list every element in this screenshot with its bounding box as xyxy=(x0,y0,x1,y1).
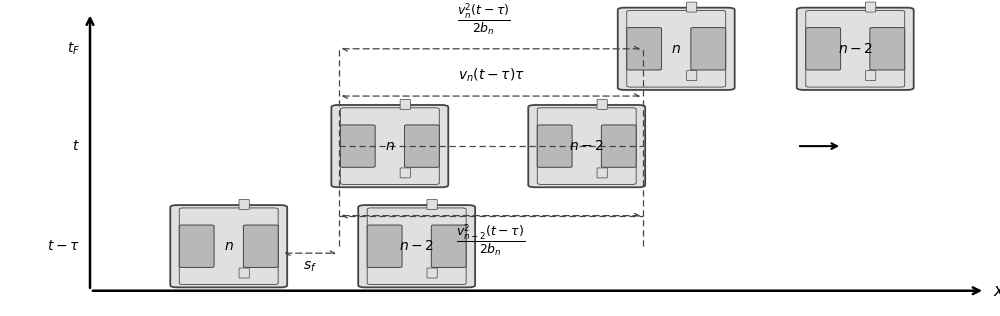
FancyBboxPatch shape xyxy=(806,27,841,70)
Text: $n-2$: $n-2$ xyxy=(838,42,873,56)
FancyBboxPatch shape xyxy=(340,125,375,167)
FancyBboxPatch shape xyxy=(687,70,697,81)
Text: $n$: $n$ xyxy=(671,42,681,56)
Text: $t-\tau$: $t-\tau$ xyxy=(47,239,80,253)
Text: $\dfrac{v_n^2(t-\tau)}{2b_n}$: $\dfrac{v_n^2(t-\tau)}{2b_n}$ xyxy=(457,2,511,38)
Text: $x$: $x$ xyxy=(993,282,1000,300)
FancyBboxPatch shape xyxy=(687,2,697,12)
Text: $s_f$: $s_f$ xyxy=(303,260,317,274)
FancyBboxPatch shape xyxy=(404,125,439,167)
FancyBboxPatch shape xyxy=(601,125,636,167)
FancyBboxPatch shape xyxy=(866,70,876,81)
FancyBboxPatch shape xyxy=(691,27,726,70)
FancyBboxPatch shape xyxy=(618,8,735,90)
Text: $t$: $t$ xyxy=(72,139,80,153)
FancyBboxPatch shape xyxy=(870,27,905,70)
Text: $n$: $n$ xyxy=(224,239,234,253)
FancyBboxPatch shape xyxy=(367,225,402,267)
Text: $\dfrac{v_{n-2}^2(t-\tau)}{2b_n}$: $\dfrac{v_{n-2}^2(t-\tau)}{2b_n}$ xyxy=(456,222,526,259)
FancyBboxPatch shape xyxy=(537,125,572,167)
FancyBboxPatch shape xyxy=(627,27,662,70)
FancyBboxPatch shape xyxy=(239,268,249,278)
Text: $n-2$: $n-2$ xyxy=(569,139,604,153)
Text: $n-2$: $n-2$ xyxy=(399,239,434,253)
FancyBboxPatch shape xyxy=(427,268,437,278)
Text: $t_F$: $t_F$ xyxy=(67,40,80,57)
FancyBboxPatch shape xyxy=(400,100,410,109)
Text: $v_n(t-\tau)\tau$: $v_n(t-\tau)\tau$ xyxy=(458,66,524,84)
FancyBboxPatch shape xyxy=(400,168,410,178)
FancyBboxPatch shape xyxy=(239,199,249,210)
FancyBboxPatch shape xyxy=(597,168,607,178)
FancyBboxPatch shape xyxy=(866,2,876,12)
FancyBboxPatch shape xyxy=(528,105,645,187)
FancyBboxPatch shape xyxy=(427,199,437,210)
FancyBboxPatch shape xyxy=(358,205,475,287)
FancyBboxPatch shape xyxy=(170,205,287,287)
FancyBboxPatch shape xyxy=(597,100,607,109)
Text: $n$: $n$ xyxy=(385,139,395,153)
FancyBboxPatch shape xyxy=(179,225,214,267)
FancyBboxPatch shape xyxy=(331,105,448,187)
FancyBboxPatch shape xyxy=(243,225,278,267)
FancyBboxPatch shape xyxy=(431,225,466,267)
FancyBboxPatch shape xyxy=(797,8,914,90)
